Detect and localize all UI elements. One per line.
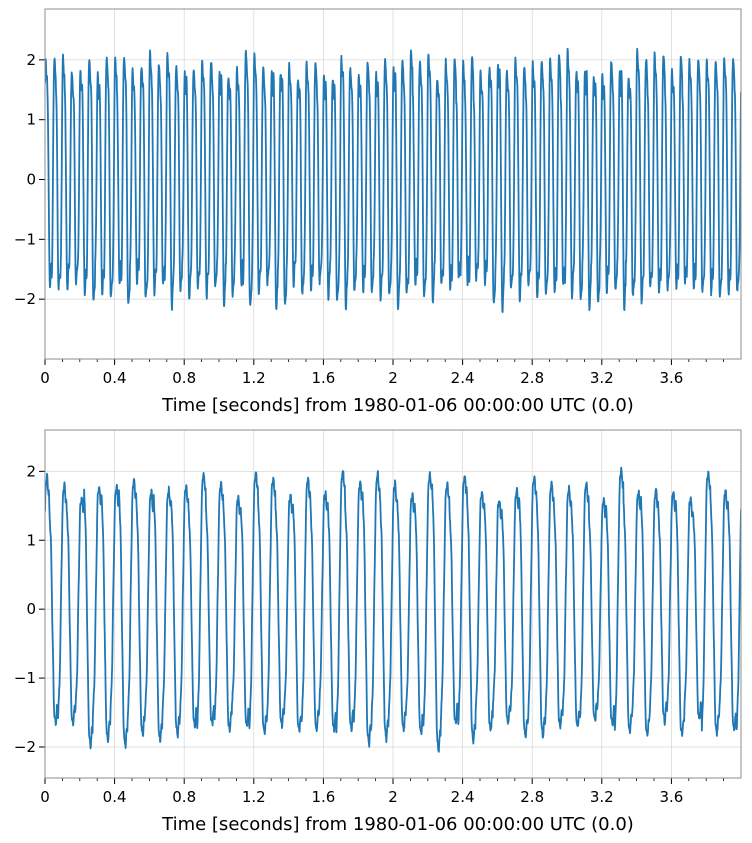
x-tick-label: 3.2 [590, 788, 614, 806]
chart-panel-1: 0 0.4 0.8 1.2 1.6 2 2.4 2.8 3.2 3.6 −2 −1 0 1 2 Time [s… [14, 8, 742, 416]
x-axis-label: Time [seconds] from 1980-01-06 00:00:00 … [161, 814, 634, 835]
x-tick-label: 0.4 [103, 788, 127, 806]
plot-frame [44, 429, 742, 779]
x-tick-label: 1.2 [242, 788, 266, 806]
data-line [45, 466, 741, 753]
x-axis-label: Time [seconds] from 1980-01-06 00:00:00 … [161, 395, 634, 416]
y-tick-label: 1 [26, 111, 36, 129]
x-tick-label: 1.6 [311, 369, 335, 387]
x-tick-label: 3.6 [659, 369, 683, 387]
y-tick-label: 1 [26, 531, 36, 549]
x-tick-label: 0 [40, 369, 50, 387]
x-tick-label: 3.2 [590, 369, 614, 387]
x-tick-label: 2.8 [520, 369, 544, 387]
y-tick-label: 2 [26, 462, 36, 480]
x-tick-label: 0.8 [172, 369, 196, 387]
x-tick-label: 1.6 [311, 788, 335, 806]
y-tick-label: 0 [26, 600, 36, 618]
x-tick-label: 2.8 [520, 788, 544, 806]
y-tick-label: −2 [14, 738, 36, 756]
x-tick-label: 0.4 [103, 369, 127, 387]
x-tick-label: 2 [388, 369, 398, 387]
x-tick-label: 3.6 [659, 788, 683, 806]
x-tick-label: 2.4 [451, 369, 475, 387]
x-tick-label: 0 [40, 788, 50, 806]
y-tick-label: −1 [14, 230, 36, 248]
x-tick-label: 0.8 [172, 788, 196, 806]
plot-frame [44, 8, 742, 360]
x-tick-label: 2 [388, 788, 398, 806]
chart-panel-2: 0 0.4 0.8 1.2 1.6 2 2.4 2.8 3.2 3.6 −2 −1 0 1 2 Time [s… [14, 429, 742, 835]
x-tick-label: 2.4 [451, 788, 475, 806]
y-tick-label: 0 [26, 171, 36, 189]
y-tick-label: −2 [14, 290, 36, 308]
x-tick-label: 1.2 [242, 369, 266, 387]
y-tick-label: −1 [14, 669, 36, 687]
y-tick-label: 2 [26, 51, 36, 69]
data-line [45, 47, 741, 314]
